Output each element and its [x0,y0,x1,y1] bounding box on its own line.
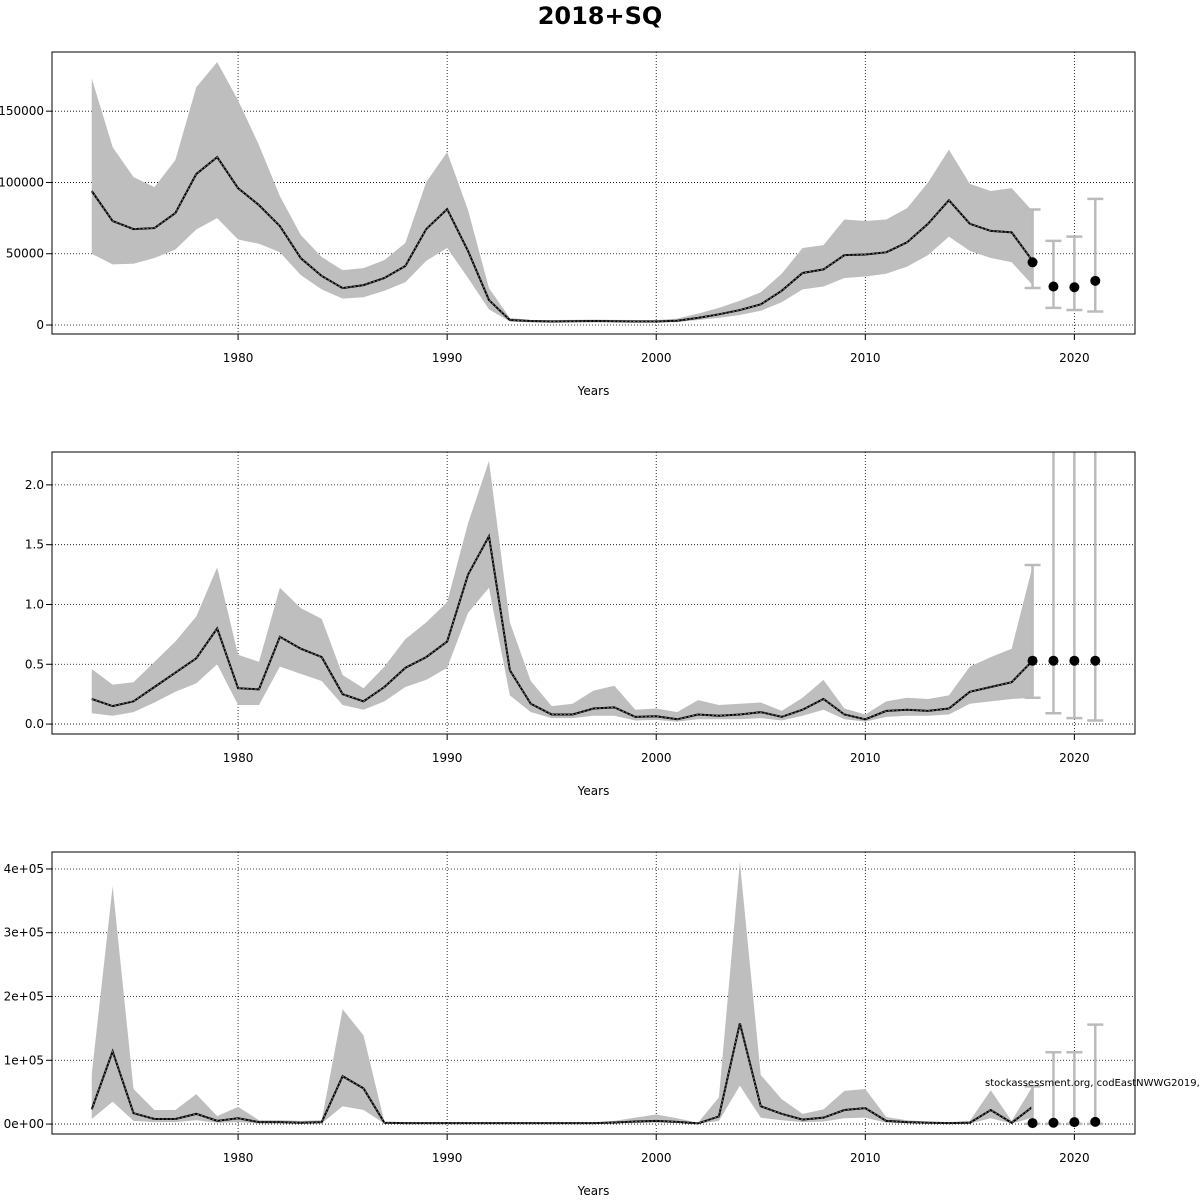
y-tick-label: 2.0 [25,478,44,492]
x-tick-label: 1980 [223,1151,254,1165]
forecast-point [1027,1118,1038,1129]
y-tick-label: 150000 [0,104,44,118]
panel: 0e+00 1e+05 2e+05 3e+05 4e+05 1980 1990 2000 201… [4,851,1200,1198]
forecast-point [1027,257,1038,268]
error-bar [1045,239,1062,310]
error-bar [1066,452,1083,720]
confidence-band [91,460,1033,722]
panel: 0 50000 100000 150000 1980 1990 2000 2010 2020 Ye… [0,51,1136,398]
y-tick-label: 1.5 [25,538,44,552]
x-tick-label: 2020 [1059,351,1090,365]
y-tick-label: 0.5 [25,657,44,671]
error-bar [1066,235,1083,312]
y-tick-label: 4e+05 [4,862,44,876]
x-tick-label: 1990 [432,751,463,765]
confidence-band [91,62,1033,323]
y-tick-label: 1e+05 [4,1053,44,1067]
estimate-line [90,1023,1034,1125]
x-axis-label: Years [577,384,610,398]
plot-frame [51,851,1136,1135]
plot-area [90,62,1104,323]
x-tick-label: 2020 [1059,751,1090,765]
x-tick-label: 2010 [850,351,881,365]
forecast-point [1048,655,1059,666]
estimate-line-dots [91,534,1033,720]
x-tick-label: 2010 [850,1151,881,1165]
plot-frame [51,451,1136,735]
y-tick-label: 50000 [6,247,44,261]
x-axis-label: Years [577,1184,610,1198]
panel: 0.0 0.5 1.0 1.5 2.0 1980 1990 2000 2010 2020 Years [25,451,1136,798]
x-tick-label: 2000 [641,751,672,765]
x-tick-label: 1990 [432,351,463,365]
y-tick-label: 0.0 [25,717,44,731]
error-bar [1024,208,1041,290]
error-bar [1087,1023,1104,1126]
forecast-point [1090,1116,1101,1127]
error-bar [1024,563,1041,700]
y-tick-label: 0 [36,318,44,332]
x-tick-label: 1980 [223,751,254,765]
error-bar [1087,197,1104,313]
x-tick-label: 2000 [641,1151,672,1165]
error-bar [1045,452,1062,715]
x-tick-label: 1980 [223,351,254,365]
y-tick-label: 100000 [0,175,44,189]
plot-area [91,452,1104,722]
confidence-band [91,861,1033,1124]
forecast-point [1027,655,1038,666]
forecast-point [1090,275,1101,286]
estimate-line-dots [91,156,1033,322]
x-tick-label: 2010 [850,751,881,765]
y-tick-label: 2e+05 [4,990,44,1004]
error-bar [1087,452,1104,722]
forecast-point [1069,282,1080,293]
forecast-point [1048,281,1059,292]
forecast-point [1048,1117,1059,1128]
x-tick-label: 2020 [1059,1151,1090,1165]
chart-title: 2018+SQ [538,2,663,30]
estimate-line-dots [91,1023,1033,1124]
forecast-point [1069,1117,1080,1128]
annotation: stockassessment.org, codEastNWWG2019, [985,1078,1200,1089]
forecast-point [1090,655,1101,666]
x-axis-label: Years [577,784,610,798]
y-tick-label: 3e+05 [4,926,44,940]
y-tick-label: 0e+00 [4,1117,44,1131]
x-tick-label: 1990 [432,1151,463,1165]
plot-frame [51,51,1136,335]
y-tick-label: 1.0 [25,597,44,611]
x-tick-label: 2000 [641,351,672,365]
forecast-point [1069,655,1080,666]
plot-area [90,861,1104,1129]
